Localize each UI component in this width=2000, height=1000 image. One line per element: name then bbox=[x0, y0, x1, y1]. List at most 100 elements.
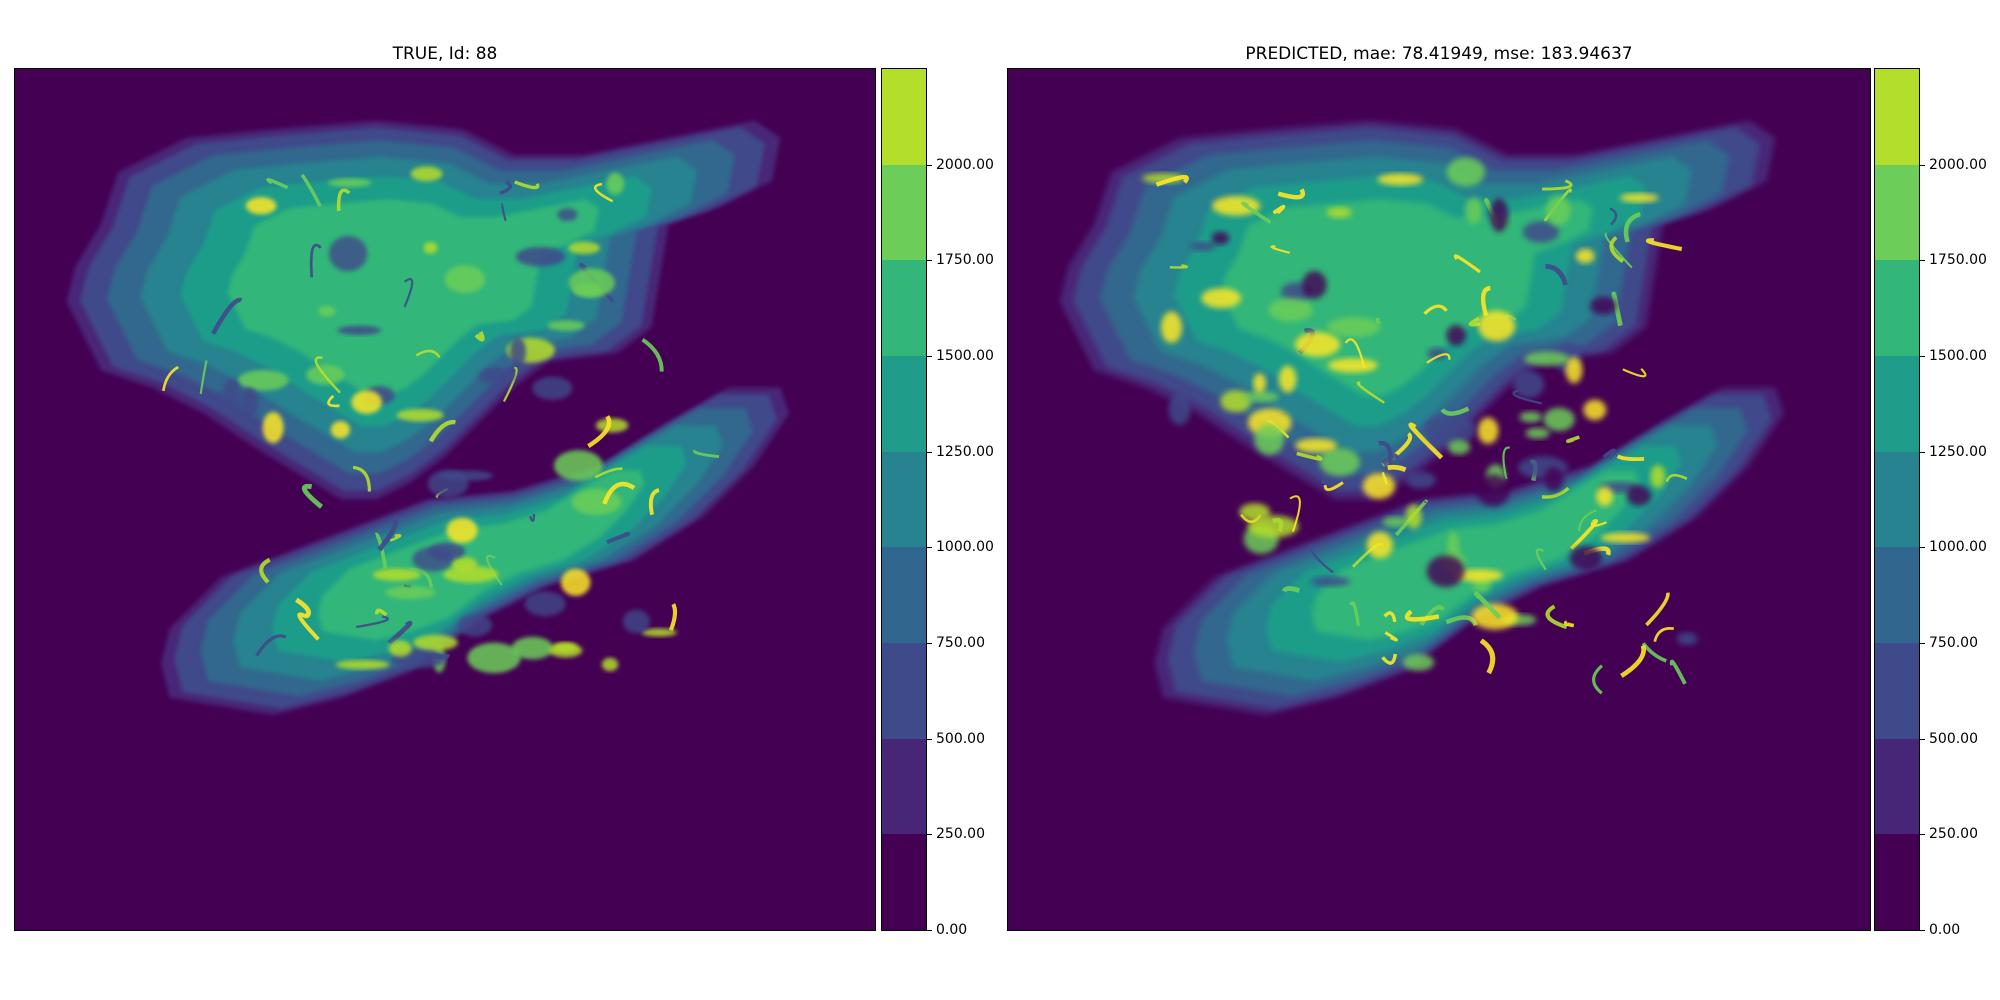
value-patch bbox=[1676, 632, 1698, 646]
value-patch bbox=[413, 634, 458, 651]
low-area bbox=[1446, 324, 1466, 346]
value-patch bbox=[1471, 603, 1519, 630]
low-area bbox=[457, 613, 493, 637]
colorbar-tick bbox=[926, 260, 932, 262]
ridge-line bbox=[1387, 464, 1407, 473]
ridge-line bbox=[1381, 472, 1388, 485]
value-patch bbox=[1278, 365, 1297, 393]
colorbar-band bbox=[882, 547, 926, 643]
value-patch bbox=[396, 408, 444, 422]
ridge-line bbox=[1541, 486, 1570, 499]
low-area bbox=[1302, 271, 1327, 299]
ridge-line bbox=[1592, 664, 1604, 695]
value-patch bbox=[351, 390, 382, 414]
low-area bbox=[524, 591, 566, 617]
ridge-line bbox=[309, 243, 322, 278]
value-patch bbox=[467, 642, 521, 674]
ridge-line bbox=[593, 182, 614, 203]
value-patch bbox=[1268, 298, 1313, 322]
ridge-line bbox=[1281, 586, 1301, 593]
value-patch bbox=[1295, 331, 1341, 357]
ridge-line bbox=[389, 534, 402, 542]
colorbar-tick bbox=[1919, 930, 1925, 931]
colorbar-tick bbox=[926, 834, 932, 836]
value-patch bbox=[601, 657, 619, 672]
ridge-line bbox=[606, 531, 631, 545]
value-patch bbox=[1239, 503, 1271, 521]
value-patch bbox=[335, 659, 390, 670]
low-area bbox=[557, 208, 578, 222]
low-area bbox=[1476, 474, 1510, 507]
value-patch bbox=[372, 568, 421, 582]
ridge-line bbox=[1408, 422, 1444, 460]
value-patch bbox=[1423, 413, 1476, 446]
ridge-line bbox=[668, 603, 678, 632]
value-patch bbox=[1295, 438, 1338, 453]
ridge-line bbox=[1641, 642, 1667, 663]
ridge-line bbox=[1426, 353, 1451, 364]
value-patch bbox=[1160, 311, 1182, 344]
colorbar-tick bbox=[926, 451, 932, 453]
ridge-line bbox=[1609, 235, 1625, 264]
ridge-line bbox=[259, 557, 271, 584]
ridge-line bbox=[1542, 179, 1573, 191]
ridge-line bbox=[474, 331, 485, 342]
colorbar-tick bbox=[1919, 260, 1925, 262]
ridge-line bbox=[1272, 204, 1286, 215]
colorbar-band bbox=[882, 451, 926, 548]
colorbar-tick bbox=[926, 164, 932, 166]
value-patch bbox=[337, 325, 382, 335]
colorbar-tick-label: 1500.00 bbox=[1929, 348, 1987, 364]
low-area bbox=[412, 547, 454, 572]
ridge-line bbox=[594, 467, 623, 479]
ridge-line bbox=[403, 278, 414, 308]
value-patch bbox=[1405, 471, 1436, 489]
value-patch bbox=[1522, 221, 1560, 243]
ridge-line bbox=[211, 297, 243, 335]
colorbar-band bbox=[1875, 356, 1919, 452]
value-patch bbox=[595, 418, 629, 433]
value-patch bbox=[410, 166, 443, 182]
ridge-line bbox=[356, 615, 389, 629]
ridge-line bbox=[1384, 631, 1398, 642]
colorbar-tick-label: 250.00 bbox=[936, 826, 985, 843]
right-heatmap bbox=[1007, 68, 1871, 931]
north-landmass bbox=[66, 120, 781, 500]
ridge-line bbox=[1349, 600, 1361, 626]
ridge-line bbox=[1563, 620, 1575, 628]
ridge-line bbox=[1669, 659, 1687, 685]
value-patch bbox=[240, 387, 259, 418]
ridge-line bbox=[387, 620, 413, 645]
colorbar-tick bbox=[1919, 356, 1925, 357]
value-patch bbox=[510, 337, 527, 367]
ridge-line bbox=[1381, 453, 1399, 466]
colorbar-band bbox=[1875, 738, 1919, 835]
colorbar-tick-label: 500.00 bbox=[936, 730, 985, 747]
north-landmass bbox=[1059, 120, 1776, 500]
colorbar-tick-label: 0.00 bbox=[1929, 922, 1961, 938]
heatmap-canvas bbox=[66, 120, 789, 715]
colorbar-tick-label: 1000.00 bbox=[1929, 539, 1987, 556]
contour-band bbox=[227, 199, 599, 397]
colorbar-tick-label: 750.00 bbox=[1929, 635, 1978, 651]
ridge-line bbox=[1502, 446, 1510, 480]
ridge-line bbox=[1289, 495, 1301, 532]
value-patch bbox=[641, 628, 678, 637]
ridge-line bbox=[502, 366, 518, 402]
ridge-line bbox=[1169, 264, 1189, 269]
low-area bbox=[622, 609, 651, 634]
value-patch bbox=[1190, 241, 1216, 251]
colorbar-band bbox=[1875, 834, 1919, 930]
ridge-line bbox=[1645, 592, 1670, 627]
colorbar-tick bbox=[1919, 451, 1925, 453]
right-panel-title: PREDICTED, mae: 78.41949, mse: 183.94637 bbox=[1245, 44, 1633, 64]
value-patch bbox=[1600, 532, 1651, 543]
value-patch bbox=[388, 640, 412, 657]
value-patch bbox=[1168, 393, 1191, 426]
ridge-line bbox=[1453, 254, 1481, 274]
value-patch bbox=[1427, 347, 1448, 360]
value-patch bbox=[568, 241, 601, 255]
value-patch bbox=[1326, 207, 1352, 219]
ridge-line bbox=[1604, 232, 1633, 269]
colorbar-tick bbox=[926, 930, 932, 931]
